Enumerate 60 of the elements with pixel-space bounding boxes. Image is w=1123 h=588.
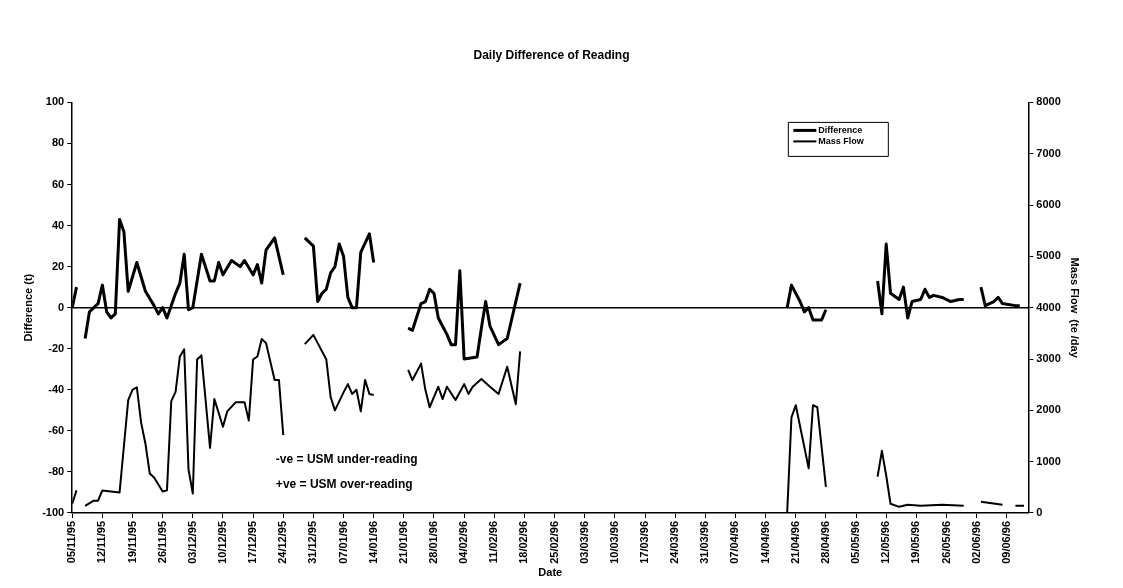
x-tick-label: 21/01/96 [396, 520, 409, 564]
x-tick-label: 03/03/96 [577, 520, 590, 564]
chart-title: Daily Difference of Reading [473, 47, 630, 62]
x-tick-label: 12/11/95 [95, 520, 108, 564]
x-tick-label: 28/04/96 [818, 520, 831, 564]
y-tick-label: 100 [45, 95, 65, 108]
y-tick-label: 60 [51, 177, 65, 190]
y2-tick-label: 7000 [1036, 146, 1061, 159]
x-tick-label: 03/12/95 [185, 520, 198, 564]
x-tick-label: 24/03/96 [668, 520, 681, 564]
y2-tick-label: 0 [1036, 506, 1043, 519]
x-tick-label: 24/12/95 [276, 520, 289, 564]
y2-tick-label: 6000 [1036, 198, 1061, 211]
y-tick-label: 0 [58, 300, 65, 313]
x-tick-label: 28/01/96 [427, 520, 440, 564]
y2-tick-label: 8000 [1036, 95, 1061, 108]
x-tick-label: 26/05/96 [939, 520, 952, 564]
y2-tick-label: 2000 [1036, 403, 1061, 416]
y-tick-label: 40 [51, 218, 65, 231]
y-axis-title: Difference (t) [21, 273, 34, 342]
x-tick-label: 19/11/95 [125, 520, 138, 564]
y-tick-label: 80 [51, 136, 65, 149]
x-tick-label: 07/01/96 [336, 520, 349, 564]
x-tick-label: 26/11/95 [155, 520, 168, 564]
legend-label: Mass Flow [818, 136, 865, 147]
x-tick-label: 12/05/96 [879, 520, 892, 564]
y-tick-label: -100 [42, 506, 65, 519]
x-tick-label: 10/03/96 [607, 520, 620, 564]
x-tick-label: 11/02/96 [487, 520, 500, 564]
y-tick-label: -40 [48, 382, 65, 395]
x-tick-label: 17/12/95 [246, 520, 259, 564]
x-tick-label: 31/12/95 [306, 520, 319, 564]
x-tick-label: 14/01/96 [366, 520, 379, 564]
x-tick-label: 05/05/96 [849, 520, 862, 564]
x-tick-label: 25/02/96 [547, 520, 560, 564]
annotation: -ve = USM under-reading [275, 451, 418, 466]
x-tick-label: 31/03/96 [698, 520, 711, 564]
x-tick-label: 05/11/95 [65, 520, 78, 564]
y2-tick-label: 1000 [1036, 454, 1061, 467]
y-tick-label: -60 [48, 423, 65, 436]
y-tick-label: -80 [48, 464, 65, 477]
x-tick-label: 21/04/96 [788, 520, 801, 564]
x-tick-label: 14/04/96 [758, 520, 771, 564]
y2-tick-label: 4000 [1036, 300, 1061, 313]
x-tick-label: 07/04/96 [728, 520, 741, 564]
y-tick-label: -20 [48, 341, 65, 354]
annotation: +ve = USM over-reading [275, 476, 413, 491]
y2-axis-title: Mass Flow (te /day [1069, 257, 1082, 359]
x-tick-label: 04/02/96 [457, 520, 470, 564]
x-tick-label: 10/12/95 [215, 520, 228, 564]
y2-tick-label: 5000 [1036, 249, 1061, 262]
y2-tick-label: 3000 [1036, 352, 1061, 365]
x-tick-label: 19/05/96 [909, 520, 922, 564]
x-tick-label: 18/02/96 [517, 520, 530, 564]
x-tick-label: 02/06/96 [969, 520, 982, 564]
x-tick-label: 09/06/96 [999, 520, 1012, 564]
y-tick-label: 20 [51, 259, 65, 272]
x-tick-label: 17/03/96 [638, 520, 651, 564]
x-axis-title: Date [538, 566, 563, 579]
legend-label: Difference [818, 125, 863, 136]
